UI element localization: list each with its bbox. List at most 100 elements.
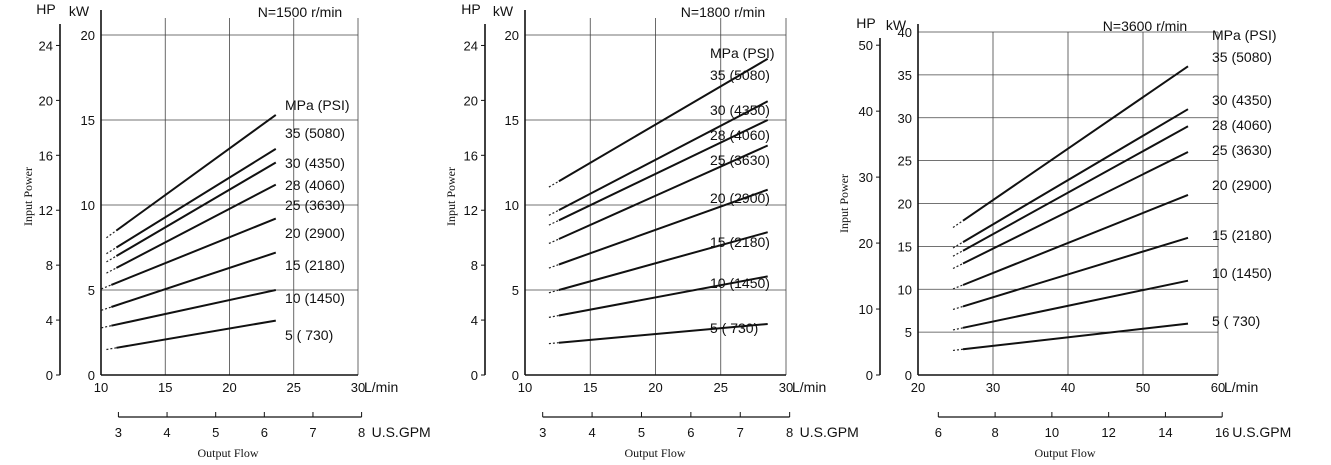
- series-extension: [952, 250, 964, 257]
- x-tick-label: 20: [911, 380, 925, 395]
- series-extension: [952, 284, 964, 290]
- series-line: [962, 125, 1189, 252]
- series-label: 30 (4350): [285, 155, 345, 171]
- hp-tick-label: 50: [859, 38, 873, 53]
- series-line: [558, 57, 769, 183]
- y-axis-title: Input Power: [444, 167, 458, 226]
- series-extension: [548, 342, 559, 345]
- series-line: [558, 100, 769, 211]
- kw-tick-label: 25: [898, 154, 912, 169]
- gpm-tick-label: 5: [212, 425, 219, 440]
- series-line: [962, 322, 1189, 351]
- series-label: 28 (4060): [1212, 117, 1272, 133]
- series-line: [558, 231, 768, 291]
- kw-tick-label: 30: [898, 111, 912, 126]
- series-line: [962, 193, 1189, 286]
- series-extension: [548, 180, 560, 188]
- gpm-tick-label: 3: [115, 425, 122, 440]
- series-extension: [952, 305, 964, 311]
- x-tick-label: 25: [287, 380, 301, 395]
- hp-tick-label: 20: [39, 93, 53, 108]
- series-label: 25 (3630): [285, 197, 345, 213]
- series-extension: [101, 325, 112, 329]
- hp-unit-label: HP: [36, 1, 55, 17]
- series-label: 28 (4060): [710, 127, 770, 143]
- gpm-tick-label: 10: [1045, 425, 1059, 440]
- series-line: [110, 251, 277, 308]
- series-extension: [952, 262, 964, 270]
- hp-unit-label: HP: [461, 1, 480, 17]
- series-label: 28 (4060): [285, 177, 345, 193]
- kw-tick-label: 15: [898, 239, 912, 254]
- hp-tick-label: 8: [471, 258, 478, 273]
- x-tick-label: 40: [1061, 380, 1075, 395]
- series-extension: [548, 209, 560, 216]
- series-line: [558, 323, 768, 344]
- gpm-tick-label: 5: [638, 425, 645, 440]
- gpm-unit-label: U.S.GPM: [1232, 424, 1291, 440]
- x-tick-label: 15: [583, 380, 597, 395]
- series-label: 10 (1450): [285, 290, 345, 306]
- x-tick-label: 50: [1136, 380, 1150, 395]
- x-unit-label: L/min: [364, 379, 398, 395]
- gpm-tick-label: 12: [1101, 425, 1115, 440]
- hp-tick-label: 16: [39, 148, 53, 163]
- x-tick-label: 30: [986, 380, 1000, 395]
- hp-tick-label: 20: [859, 236, 873, 251]
- kw-tick-label: 0: [905, 368, 912, 383]
- series-label: 10 (1450): [1212, 265, 1272, 281]
- legend-header: MPa (PSI): [710, 45, 775, 61]
- kw-tick-label: 35: [898, 68, 912, 83]
- series-line: [115, 114, 277, 232]
- series-extension: [548, 289, 560, 294]
- series-line: [116, 319, 276, 349]
- gpm-tick-label: 8: [991, 425, 998, 440]
- series-extension: [101, 284, 112, 290]
- kw-tick-label: 15: [81, 113, 95, 128]
- gpm-tick-label: 4: [163, 425, 170, 440]
- kw-tick-label: 20: [898, 197, 912, 212]
- series-line: [558, 275, 768, 317]
- series-label: 15 (2180): [710, 234, 770, 250]
- kw-unit-label: kW: [886, 17, 907, 33]
- series-label: 30 (4350): [710, 102, 770, 118]
- chart-title: N=3600 r/min: [1103, 18, 1187, 34]
- legend-header: MPa (PSI): [1212, 27, 1277, 43]
- series-extension: [952, 327, 964, 331]
- series-extension: [106, 246, 117, 255]
- series-label: 5 ( 730): [285, 327, 333, 343]
- legend-header: MPa (PSI): [285, 97, 350, 113]
- hp-tick-label: 20: [464, 93, 478, 108]
- series-label: 35 (5080): [710, 67, 770, 83]
- gpm-tick-label: 7: [309, 425, 316, 440]
- x-unit-label: L/min: [792, 379, 826, 395]
- series-line: [110, 217, 277, 286]
- x-tick-label: 10: [518, 380, 532, 395]
- series-line: [115, 183, 277, 269]
- hp-tick-label: 4: [471, 313, 478, 328]
- x-tick-label: 25: [714, 380, 728, 395]
- hp-tick-label: 10: [859, 302, 873, 317]
- x-tick-label: 20: [648, 380, 662, 395]
- kw-tick-label: 5: [88, 283, 95, 298]
- series-extension: [548, 238, 560, 245]
- series-label: 35 (5080): [285, 125, 345, 141]
- hp-tick-label: 24: [39, 38, 53, 53]
- x-axis-title: Output Flow: [1034, 446, 1095, 460]
- x-tick-label: 60: [1211, 380, 1225, 395]
- x-tick-label: 10: [94, 380, 108, 395]
- gpm-unit-label: U.S.GPM: [800, 424, 859, 440]
- series-line: [115, 148, 277, 249]
- kw-tick-label: 0: [88, 368, 95, 383]
- gpm-tick-label: 6: [261, 425, 268, 440]
- gpm-unit-label: U.S.GPM: [372, 424, 431, 440]
- x-tick-label: 20: [222, 380, 236, 395]
- kw-tick-label: 40: [898, 25, 912, 40]
- series-line: [962, 151, 1189, 265]
- y-axis-title: Input Power: [21, 167, 35, 226]
- hp-tick-label: 24: [464, 38, 478, 53]
